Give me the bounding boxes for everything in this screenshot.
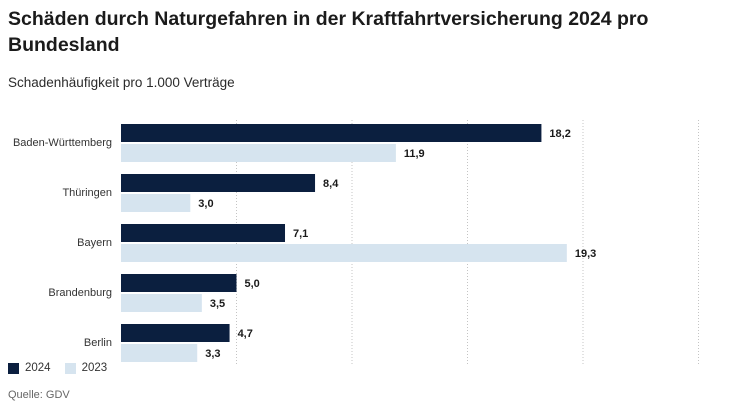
bar-2023 (121, 344, 198, 362)
bar-2024 (121, 124, 542, 142)
bar-2023 (121, 244, 567, 262)
bar-2023 (121, 294, 202, 312)
legend: 2024 2023 (8, 362, 121, 374)
chart-title: Schäden durch Naturgefahren in der Kraft… (8, 8, 649, 56)
category-label: Brandenburg (48, 287, 112, 299)
bar-2023 (121, 144, 396, 162)
legend-label-2023: 2023 (81, 362, 108, 374)
category-label: Berlin (84, 337, 112, 349)
bar-2024 (121, 224, 286, 242)
bar-2024 (121, 174, 316, 192)
data-label: 8,4 (323, 178, 339, 190)
category-label: Bayern (77, 237, 112, 249)
data-label: 3,3 (205, 348, 220, 360)
data-label: 19,3 (575, 248, 596, 260)
legend-swatch-2024 (8, 362, 19, 374)
legend-item-2023: 2023 (64, 362, 108, 374)
data-label: 7,1 (293, 228, 308, 240)
legend-label-2024: 2024 (25, 362, 51, 374)
category-label: Thüringen (62, 187, 112, 199)
data-label: 11,9 (404, 148, 425, 160)
legend-swatch-2023 (64, 362, 76, 374)
chart-subtitle: Schadenhäufigkeit pro 1.000 Verträge (8, 75, 235, 90)
data-label: 5,0 (245, 278, 260, 290)
data-label: 3,5 (210, 298, 225, 310)
bar-2023 (121, 194, 191, 212)
data-label: 4,7 (238, 328, 253, 340)
legend-item-2024: 2024 (8, 362, 51, 374)
bar-2024 (121, 324, 230, 342)
data-label: 3,0 (198, 198, 213, 210)
data-label: 18,2 (549, 128, 570, 140)
source-note: Quelle: GDV (8, 389, 70, 401)
bar-2024 (121, 274, 237, 292)
category-label: Baden-Württemberg (13, 137, 112, 149)
